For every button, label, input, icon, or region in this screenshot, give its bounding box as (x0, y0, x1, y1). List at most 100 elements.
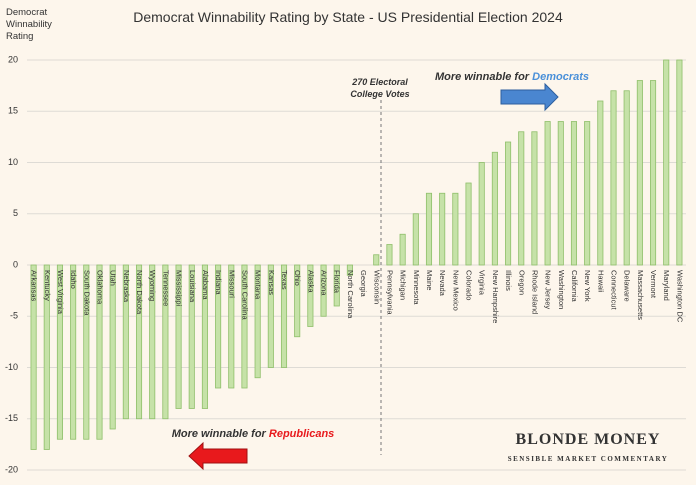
bar (452, 192, 459, 266)
x-tick-label: Wisconsin (372, 270, 381, 304)
x-tick-label: Wyoming (148, 270, 157, 301)
bar (373, 254, 380, 266)
x-tick-label: South Carolina (240, 270, 249, 320)
y-tick-label: 10 (8, 157, 18, 167)
x-tick-label: Idaho (69, 270, 78, 289)
bar (676, 59, 683, 266)
y-tick-label: 15 (8, 106, 18, 116)
bar (241, 264, 248, 389)
bar (557, 121, 564, 266)
x-tick-label: Utah (109, 270, 118, 286)
x-tick-label: New York (583, 270, 592, 302)
chart-title: Democrat Winnability Rating by State - U… (133, 9, 563, 25)
x-tick-label: Oregon (517, 270, 526, 295)
y-tick-label: 20 (8, 54, 18, 64)
bar (386, 244, 393, 266)
bar (570, 121, 578, 266)
x-tick-label: California (570, 270, 579, 303)
annotation: More winnable for Republicans (172, 428, 335, 440)
bar (610, 90, 617, 266)
x-tick-label: Alabama (201, 270, 210, 300)
x-tick-label: Connecticut (610, 270, 619, 311)
bar (320, 264, 327, 317)
x-tick-label: Kentucky (43, 270, 52, 301)
x-tick-label: New Hampshire (491, 270, 500, 323)
x-tick-label: Florida (333, 270, 342, 294)
bar (623, 90, 630, 266)
x-tick-label: South Dakota (82, 270, 91, 316)
x-tick-label: New Jersey (544, 270, 553, 309)
x-tick-label: Rhode Island (530, 270, 539, 314)
x-tick-label: Montana (254, 270, 263, 300)
x-tick-label: Georgia (359, 270, 368, 298)
bar (346, 264, 353, 276)
bar (188, 264, 195, 409)
x-tick-label: Maine (425, 270, 434, 290)
x-tick-label: Illinois (504, 270, 513, 291)
y-tick-label: -5 (10, 311, 18, 321)
annotation-highlight: Republicans (269, 428, 334, 440)
bar (636, 80, 643, 266)
bar (307, 264, 314, 327)
x-tick-label: Tennessee (161, 270, 170, 306)
bar (425, 192, 433, 266)
bar (83, 264, 90, 440)
bar (544, 121, 551, 266)
x-tick-label: Colorado (465, 270, 474, 300)
x-tick-label: West Virginia (56, 270, 65, 315)
y-tick-label: 0 (13, 259, 18, 269)
bar (109, 264, 116, 430)
x-tick-label: Washington DC (675, 270, 684, 323)
bar (505, 141, 512, 266)
bar (175, 264, 182, 409)
x-tick-label: Michigan (399, 270, 408, 300)
bar (215, 264, 222, 389)
bar (531, 131, 538, 266)
bar (201, 264, 208, 409)
bar (96, 264, 103, 440)
x-tick-label: Pennsylvania (385, 270, 394, 315)
tagline: SENSIBLE MARKET COMMENTARY (508, 455, 669, 463)
bar (399, 233, 406, 266)
y-axis-label: Democrat (6, 7, 48, 18)
annotation-text: More winnable for (172, 428, 269, 440)
x-tick-label: New Mexico (451, 270, 460, 311)
brand: BLONDE MONEY (516, 431, 661, 448)
bar (228, 264, 235, 389)
bar (280, 264, 288, 368)
bar (333, 264, 340, 307)
x-tick-label: Maryland (662, 270, 671, 301)
x-tick-label: Hawaii (596, 270, 605, 293)
bar (122, 264, 129, 420)
x-tick-label: Mississippi (175, 270, 184, 307)
annotation: 270 Electoral (351, 77, 408, 87)
x-tick-label: Missouri (227, 270, 236, 298)
arrow-left (188, 441, 248, 471)
x-tick-label: Delaware (623, 270, 632, 302)
annotation-text: More winnable for (435, 71, 532, 83)
x-tick-label: Washington (557, 270, 566, 309)
bar (597, 100, 604, 266)
bar (478, 162, 485, 266)
x-tick-label: Virginia (478, 270, 487, 296)
x-tick-label: North Dakota (135, 270, 144, 315)
arrow-right (500, 82, 559, 112)
y-axis-label: Rating (6, 31, 33, 42)
annotation: More winnable for Democrats (435, 71, 589, 83)
x-tick-label: Massachusetts (636, 270, 645, 320)
bar (43, 264, 50, 450)
x-tick-label: Arkansas (30, 270, 39, 302)
x-tick-label: Oklahoma (96, 270, 105, 305)
x-tick-label: Indiana (214, 270, 223, 295)
bar (56, 264, 63, 440)
bar (663, 59, 670, 266)
x-tick-label: Nevada (438, 270, 447, 297)
x-tick-label: Vermont (649, 270, 658, 299)
bar (518, 131, 525, 266)
annotation-highlight: Democrats (532, 71, 589, 83)
bar (135, 264, 143, 420)
bar (439, 192, 446, 266)
x-tick-label: Arizona (320, 270, 329, 296)
y-tick-label: 5 (13, 208, 18, 218)
